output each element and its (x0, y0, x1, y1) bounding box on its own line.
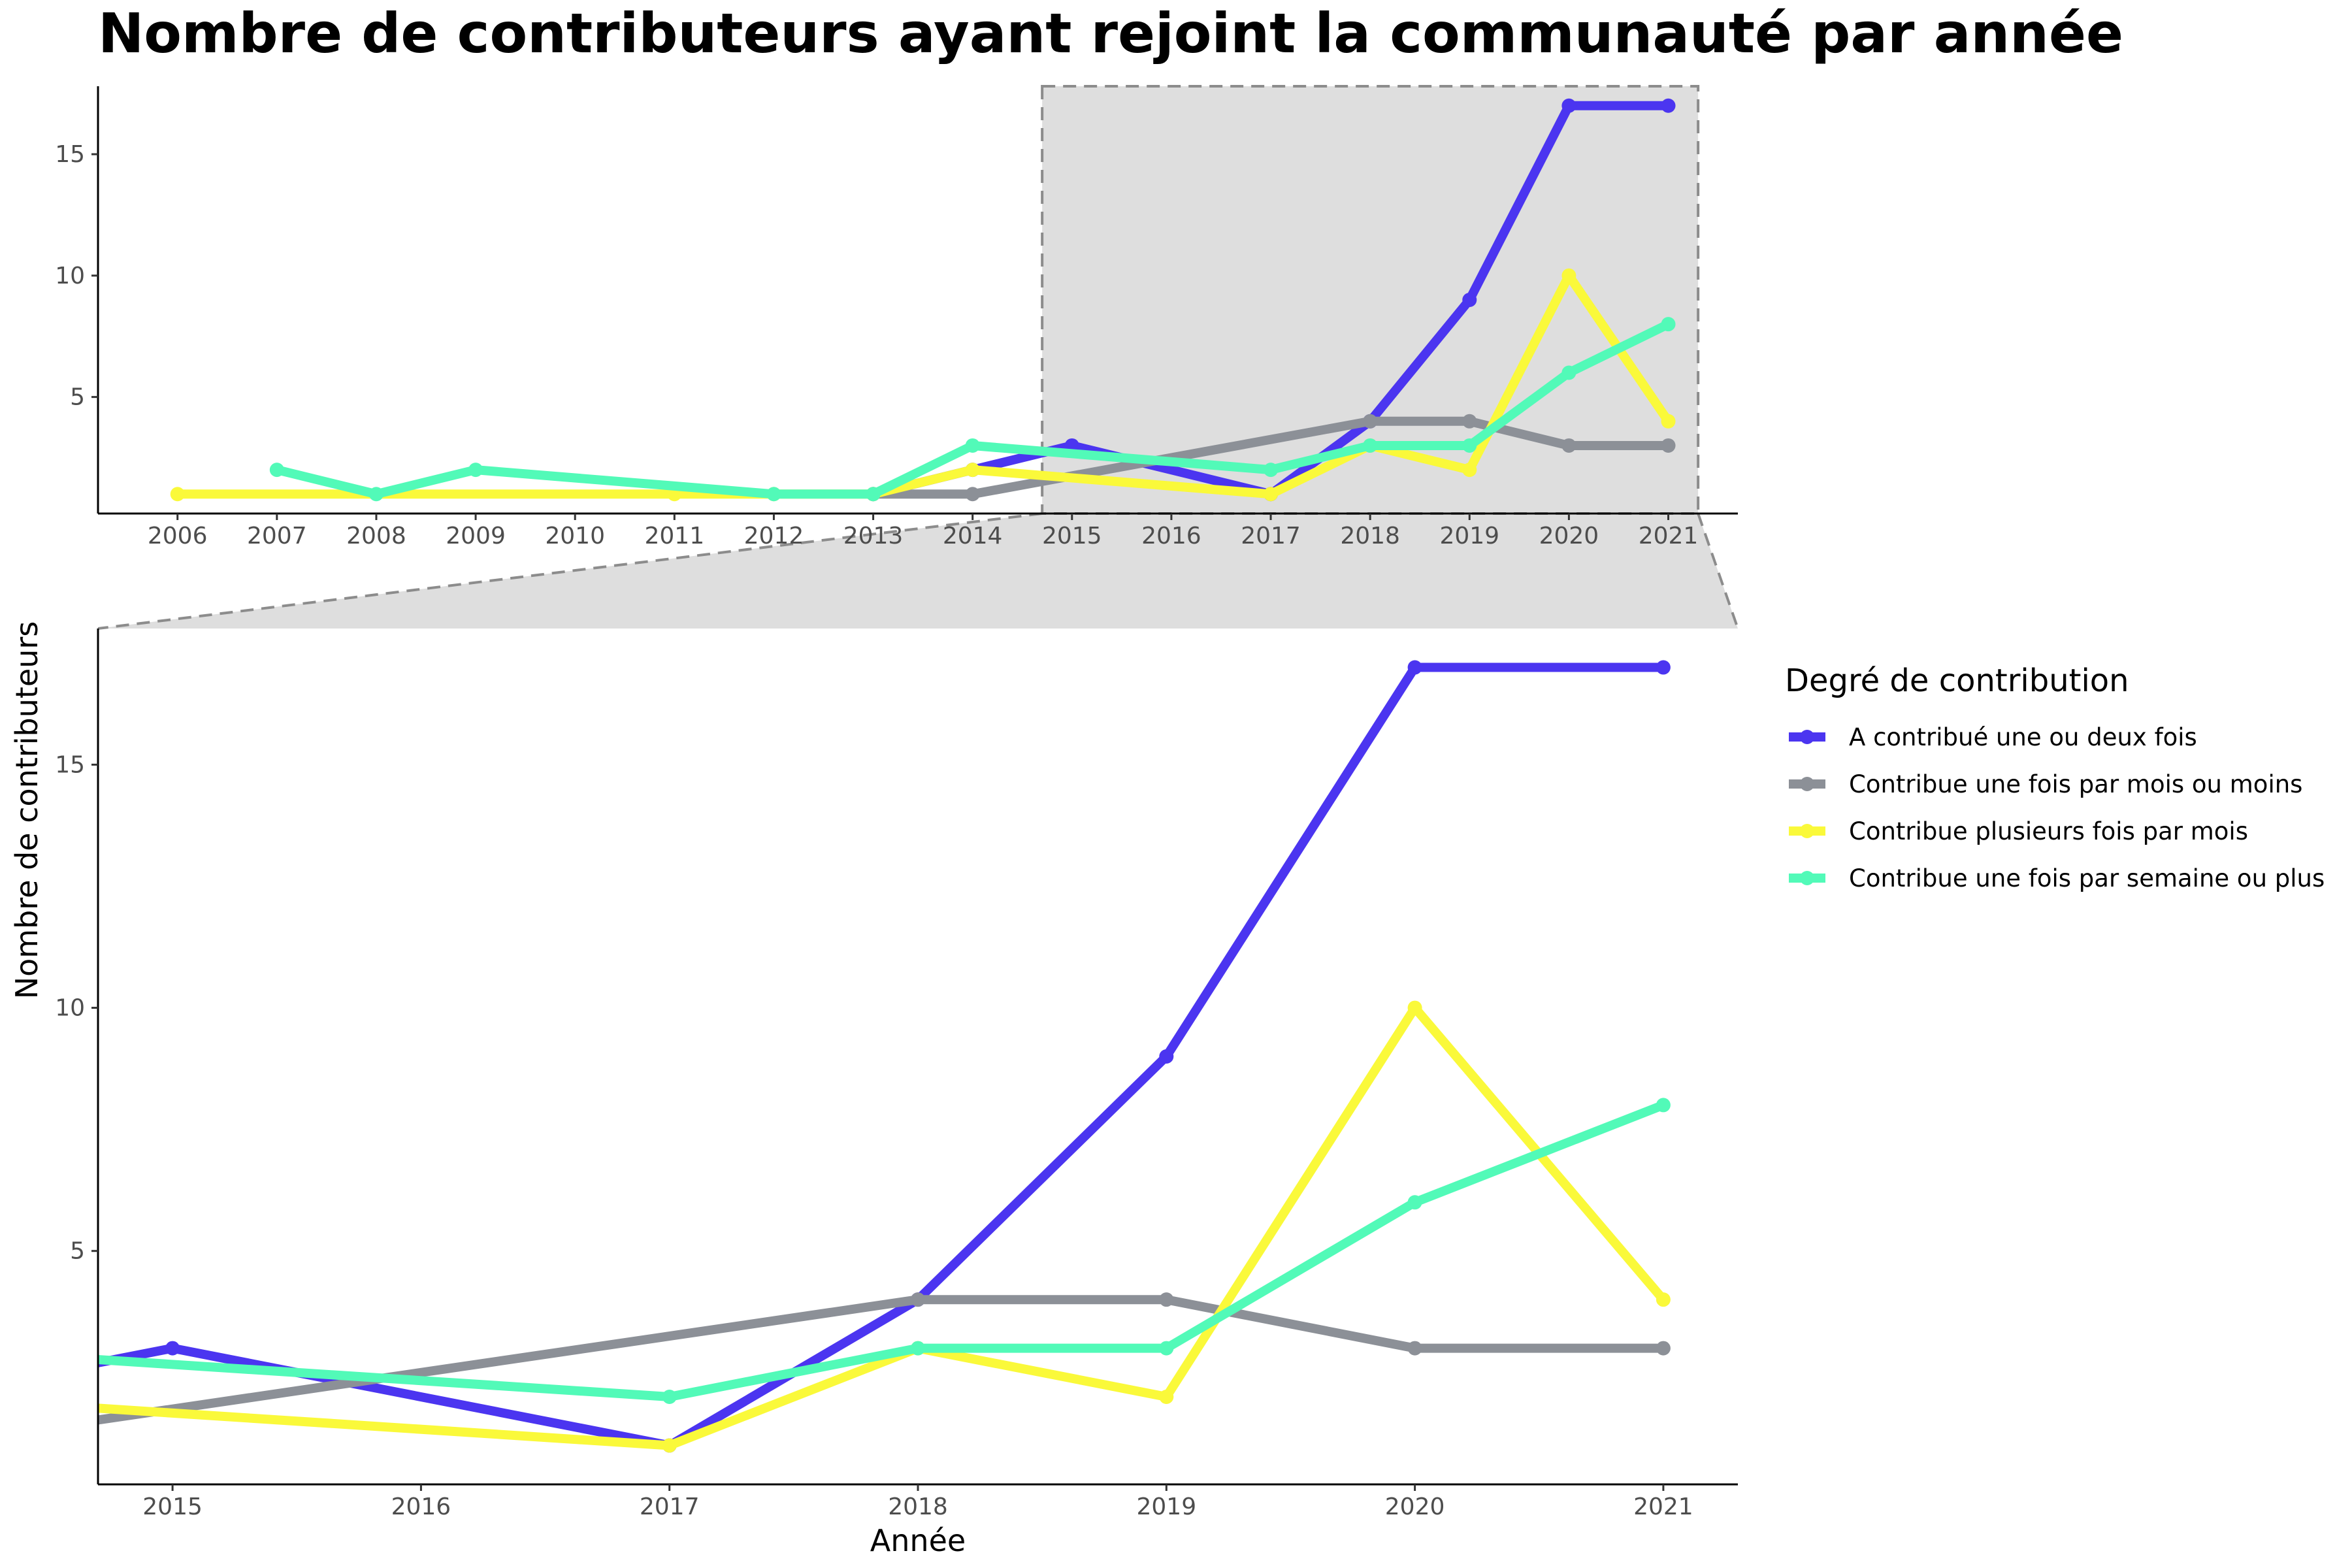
overview-x-tick-label: 2010 (545, 523, 605, 549)
overview-x-tick-label: 2018 (1340, 523, 1400, 549)
zoom-x-tick-label: 2017 (640, 1494, 700, 1520)
overview-series-2-point (1363, 414, 1378, 429)
zoom-x-tick-label: 2019 (1136, 1494, 1196, 1520)
overview-axes: 5 10 15 2006 2007 2008 2009 2010 2011 2012 2013 201… (55, 86, 1738, 549)
zoom-connector-left (97, 512, 1043, 630)
zoom-y-tick-label: 10 (55, 995, 85, 1022)
zoom-series-4-point (662, 1390, 677, 1405)
zoom-series-4-point (1407, 1195, 1422, 1210)
overview-series-4-point (866, 487, 881, 502)
zoom-series-line-4 (98, 1100, 1668, 1401)
zoom-series-3-point (1407, 1000, 1422, 1015)
zoom-series-2-point (911, 1292, 925, 1307)
zoom-series-2-point (1656, 1341, 1671, 1356)
overview-series-1-point (1661, 98, 1676, 113)
overview-x-tick-label: 2009 (446, 523, 506, 549)
zoom-series-line-1 (98, 662, 1668, 1450)
overview-series-line-2 (868, 416, 1673, 499)
zoom-x-tick-label: 2015 (142, 1494, 203, 1520)
legend-label-2: Contribue une fois par mois ou moins (1849, 770, 2302, 798)
legend: Degré de contribution A contribué une ou… (1785, 662, 2325, 892)
zoom-series-line-2 (98, 1295, 1668, 1425)
overview-series-4-point (1561, 365, 1576, 380)
legend-label-3: Contribue plusieurs fois par mois (1849, 817, 2248, 845)
overview-series-2-point (965, 487, 980, 502)
overview-series-4-point (766, 487, 781, 502)
zoom-y-tick-label: 15 (55, 751, 85, 778)
zoom-series-2-point (1407, 1341, 1422, 1356)
legend-title: Degré de contribution (1785, 662, 2129, 699)
zoom-panel: 5 10 15 2015 2016 2017 2018 2019 2020 2021 (55, 629, 1738, 1520)
zoom-series-1-point (165, 1341, 180, 1356)
overview-series-2-point (1661, 438, 1676, 453)
legend-label-1: A contribué une ou deux fois (1849, 723, 2197, 751)
overview-x-tick-label: 2015 (1042, 523, 1102, 549)
overview-x-tick-label: 2020 (1539, 523, 1599, 549)
zoom-connector-fill (98, 514, 1738, 629)
zoom-series-4-point (1159, 1341, 1174, 1356)
overview-x-tick-label: 2006 (148, 523, 208, 549)
overview-panel: 5 10 15 2006 2007 2008 2009 2010 2011 2012 2013 201… (55, 85, 1738, 549)
overview-series-4-point (368, 487, 384, 502)
legend-label-4: Contribue une fois par semaine ou plus (1849, 864, 2325, 892)
zoom-series-4-point (911, 1341, 925, 1356)
overview-series-4-point (965, 438, 980, 453)
overview-x-tick-label: 2014 (943, 523, 1003, 549)
zoom-series-4-point (1656, 1098, 1671, 1113)
overview-series-4-point (1363, 438, 1378, 453)
zoom-series-3-point (662, 1438, 677, 1453)
zoom-x-tick-label: 2018 (888, 1494, 948, 1520)
overview-series-3-point (170, 487, 185, 502)
overview-y-tick-label: 5 (70, 384, 85, 411)
legend-key-point-3 (1800, 824, 1814, 838)
zoom-series-2-point (1159, 1292, 1174, 1307)
overview-series-1-point (1462, 293, 1477, 307)
overview-series-2-point (1462, 414, 1477, 429)
overview-x-tick-label: 2017 (1241, 523, 1301, 549)
overview-y-tick-label: 15 (55, 141, 85, 168)
zoom-x-tick-label: 2021 (1633, 1494, 1693, 1520)
overview-series-3-point (1661, 414, 1676, 429)
overview-series-4-point (1264, 463, 1279, 478)
overview-series-3-point (1462, 463, 1477, 478)
y-axis-title: Nombre de contributeurs (9, 621, 44, 1000)
zoom-series-1-point (1159, 1049, 1174, 1064)
zoom-series-line-3 (98, 1003, 1668, 1450)
x-axis-title: Année (870, 1523, 966, 1558)
legend-key-point-1 (1800, 730, 1814, 744)
legend-key-point-2 (1800, 777, 1814, 791)
overview-x-tick-label: 2012 (744, 523, 804, 549)
overview-x-tick-label: 2016 (1141, 523, 1201, 549)
overview-x-tick-label: 2019 (1439, 523, 1499, 549)
overview-series-4-point (468, 463, 483, 478)
overview-series-1-point (1561, 98, 1576, 113)
zoom-series-3-point (1159, 1390, 1174, 1405)
zoom-y-tick-label: 5 (70, 1238, 85, 1265)
zoom-x-tick-label: 2016 (391, 1494, 451, 1520)
overview-series-3-point (1264, 487, 1279, 502)
overview-x-tick-label: 2013 (843, 523, 904, 549)
zoom-series-1-point (1407, 660, 1422, 675)
zoom-series-1-point (1656, 660, 1671, 675)
zoom-x-tick-label: 2020 (1385, 1494, 1445, 1520)
zoom-connector (97, 512, 1739, 630)
overview-series-4-point (1661, 317, 1676, 332)
overview-x-tick-label: 2011 (644, 523, 704, 549)
overview-series-3-point (965, 463, 980, 478)
legend-key-point-4 (1800, 871, 1814, 885)
overview-series-4-point (269, 463, 284, 478)
overview-x-tick-label: 2007 (247, 523, 307, 549)
chart-title: Nombre de contributeurs ayant rejoint la… (98, 1, 2123, 65)
overview-series-2-point (1561, 438, 1576, 453)
overview-series-4-point (1462, 438, 1477, 453)
overview-x-tick-label: 2008 (346, 523, 406, 549)
zoom-axes: 5 10 15 2015 2016 2017 2018 2019 2020 2021 (55, 629, 1738, 1520)
overview-y-tick-label: 10 (55, 263, 85, 289)
overview-x-tick-label: 2021 (1639, 523, 1699, 549)
overview-series-3-point (1561, 268, 1576, 283)
zoom-series-3-point (1656, 1292, 1671, 1307)
